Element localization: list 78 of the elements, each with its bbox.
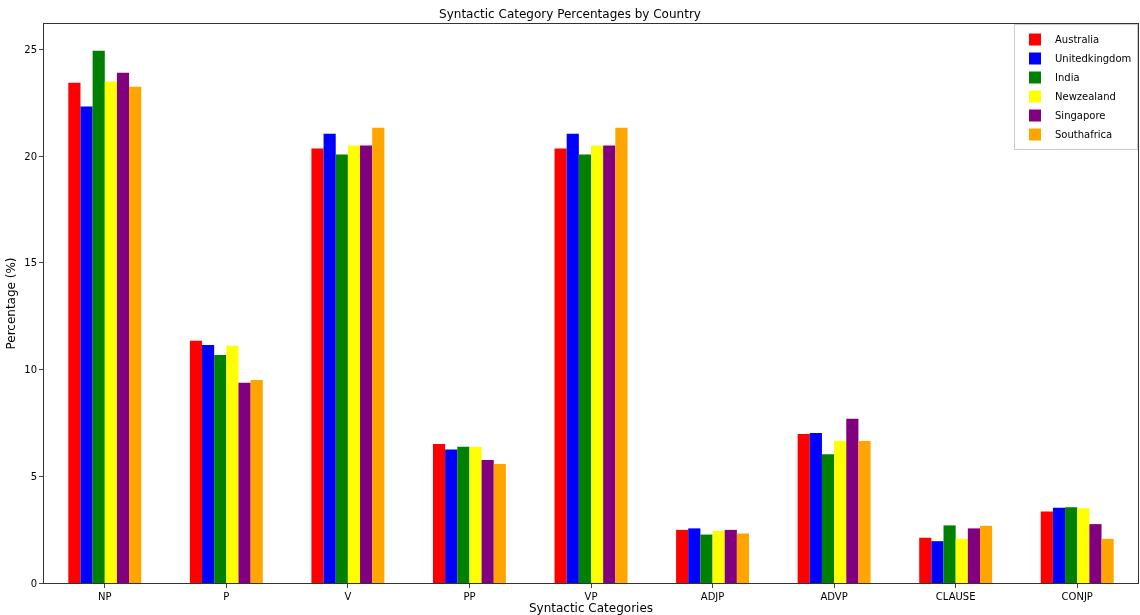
bar <box>347 145 361 583</box>
bar <box>858 441 871 583</box>
bar <box>1089 524 1102 583</box>
bar <box>712 530 725 583</box>
y-tick-label: 25 <box>24 44 37 56</box>
bar <box>578 154 591 583</box>
legend-label: Unitedkingdom <box>1055 53 1132 65</box>
bar <box>603 145 616 583</box>
bar <box>700 534 713 583</box>
bar <box>238 382 251 583</box>
legend-label: Newzealand <box>1055 91 1116 103</box>
bar <box>797 434 810 583</box>
x-tick-label: PP <box>463 591 476 602</box>
bar <box>676 529 689 583</box>
bar <box>1101 538 1114 583</box>
x-tick-label: P <box>223 591 230 602</box>
legend-label: Singapore <box>1055 110 1106 122</box>
bar <box>481 459 494 583</box>
bar <box>189 340 203 583</box>
bar <box>736 533 750 583</box>
bar <box>116 72 130 583</box>
y-tick-label: 5 <box>30 470 37 482</box>
bar <box>1040 511 1053 583</box>
bar <box>724 529 737 583</box>
bar <box>821 454 835 583</box>
bar <box>457 446 470 583</box>
bar <box>129 86 142 583</box>
x-tick-label: NP <box>98 591 112 602</box>
y-tick-label: 20 <box>24 150 37 162</box>
bar <box>323 133 336 583</box>
bar <box>493 463 506 583</box>
bar <box>554 148 567 583</box>
x-tick-label: CLAUSE <box>935 591 976 602</box>
bar <box>931 541 944 583</box>
bar <box>214 354 227 583</box>
y-axis-title: Percentage (%) <box>3 257 18 350</box>
bar <box>615 127 628 583</box>
bar <box>967 528 980 583</box>
bar <box>335 154 348 583</box>
legend-label: India <box>1055 72 1080 84</box>
bar <box>979 525 993 583</box>
bar <box>566 133 579 583</box>
bar <box>846 418 859 583</box>
bar <box>1077 508 1090 583</box>
legend-label: Southafrica <box>1055 129 1113 141</box>
bar <box>445 449 458 583</box>
bar <box>80 106 93 583</box>
bar <box>226 345 239 583</box>
bar <box>688 528 701 583</box>
bar <box>919 537 932 583</box>
chart-title: Syntactic Category Percentages by Country <box>439 6 701 21</box>
y-tick-label: 0 <box>30 577 37 589</box>
bar <box>360 145 373 583</box>
bar <box>92 50 105 583</box>
bar <box>1065 507 1078 583</box>
bar <box>1052 507 1066 583</box>
y-tick-label: 15 <box>24 257 37 269</box>
bar <box>250 379 263 583</box>
bar <box>834 441 847 583</box>
bar <box>202 344 215 583</box>
bar <box>591 145 604 583</box>
bar <box>943 525 956 583</box>
x-tick-label: VP <box>584 591 598 602</box>
bar <box>68 82 81 583</box>
bar <box>432 443 446 583</box>
legend-label: Australia <box>1055 34 1100 46</box>
x-axis-title: Syntactic Categories <box>528 601 654 615</box>
bar <box>104 81 117 583</box>
bar <box>469 446 482 583</box>
x-tick-label: CONJP <box>1061 591 1093 602</box>
bar <box>311 148 324 583</box>
x-tick-label: ADVP <box>820 591 848 602</box>
bar <box>372 127 385 583</box>
x-tick-label: V <box>344 591 352 602</box>
y-tick-label: 10 <box>24 364 37 376</box>
bar <box>809 433 822 583</box>
x-tick-label: ADJP <box>700 591 725 602</box>
bar <box>955 538 968 583</box>
